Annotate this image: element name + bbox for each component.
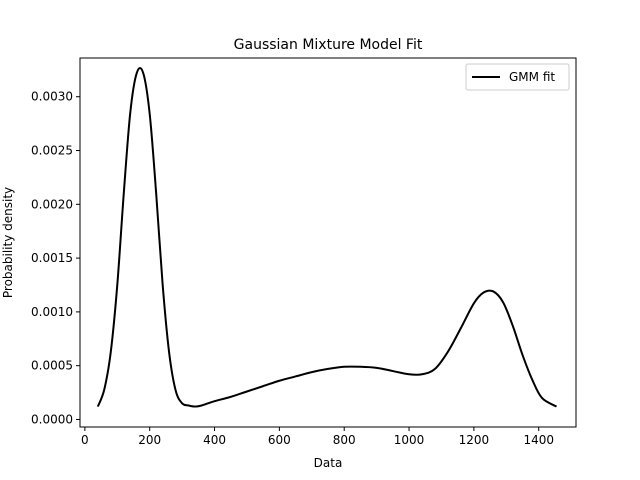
x-axis-ticks: 0 200 400 600 800 1000 1200 1400 bbox=[81, 427, 554, 447]
y-axis-label: Probability density bbox=[1, 187, 15, 298]
legend-box bbox=[465, 63, 570, 91]
x-axis-label: Data bbox=[314, 456, 343, 470]
x-tick-label: 1200 bbox=[459, 433, 490, 447]
y-axis-ticks: 0.0000 0.0005 0.0010 0.0015 0.0020 0.0025 0.00… bbox=[31, 90, 80, 426]
legend: GMM fit bbox=[465, 63, 570, 91]
y-tick-label: 0.0030 bbox=[31, 90, 73, 104]
y-tick-label: 0.0005 bbox=[31, 359, 73, 373]
y-tick-label: 0.0000 bbox=[31, 412, 73, 426]
y-tick-label: 0.0025 bbox=[31, 144, 73, 158]
y-tick-label: 0.0010 bbox=[31, 305, 73, 319]
plot-frame bbox=[79, 57, 577, 428]
y-tick-label: 0.0020 bbox=[31, 197, 73, 211]
series-line bbox=[96, 67, 558, 408]
series-layer bbox=[96, 67, 558, 408]
x-tick-label: 800 bbox=[333, 433, 356, 447]
x-tick-label: 400 bbox=[203, 433, 226, 447]
x-tick-label: 600 bbox=[268, 433, 291, 447]
y-tick-label: 0.0015 bbox=[31, 251, 73, 265]
x-tick-label: 200 bbox=[138, 433, 161, 447]
chart-title: Gaussian Mixture Model Fit bbox=[234, 37, 423, 53]
legend-label: GMM fit bbox=[509, 70, 555, 84]
x-tick-label: 0 bbox=[81, 433, 89, 447]
x-tick-label: 1000 bbox=[394, 433, 425, 447]
x-tick-label: 1400 bbox=[523, 433, 554, 447]
